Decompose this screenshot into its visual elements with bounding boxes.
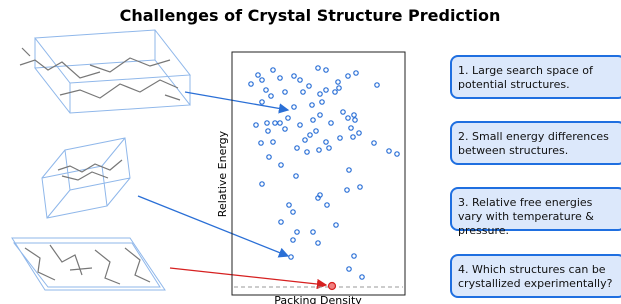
crystal-2 (42, 138, 130, 218)
plot-frame (232, 52, 405, 295)
challenge-box: 1. Large search space of potential struc… (450, 55, 621, 99)
y-axis-label: Relative Energy (216, 130, 229, 217)
x-axis-label: Packing Density (274, 294, 362, 304)
figure: Challenges of Crystal Structure Predicti… (0, 0, 621, 304)
challenge-box: 3. Relative free energies vary with temp… (450, 187, 621, 231)
arrow (170, 268, 326, 285)
scatter-points (249, 66, 399, 290)
crystal-1 (20, 30, 190, 113)
crystal-3 (12, 238, 165, 290)
challenge-box: 2. Small energy differences between stru… (450, 121, 621, 165)
challenge-box: 4. Which structures can be crystallized … (450, 254, 621, 298)
arrow (138, 196, 288, 256)
title: Challenges of Crystal Structure Predicti… (120, 6, 501, 25)
